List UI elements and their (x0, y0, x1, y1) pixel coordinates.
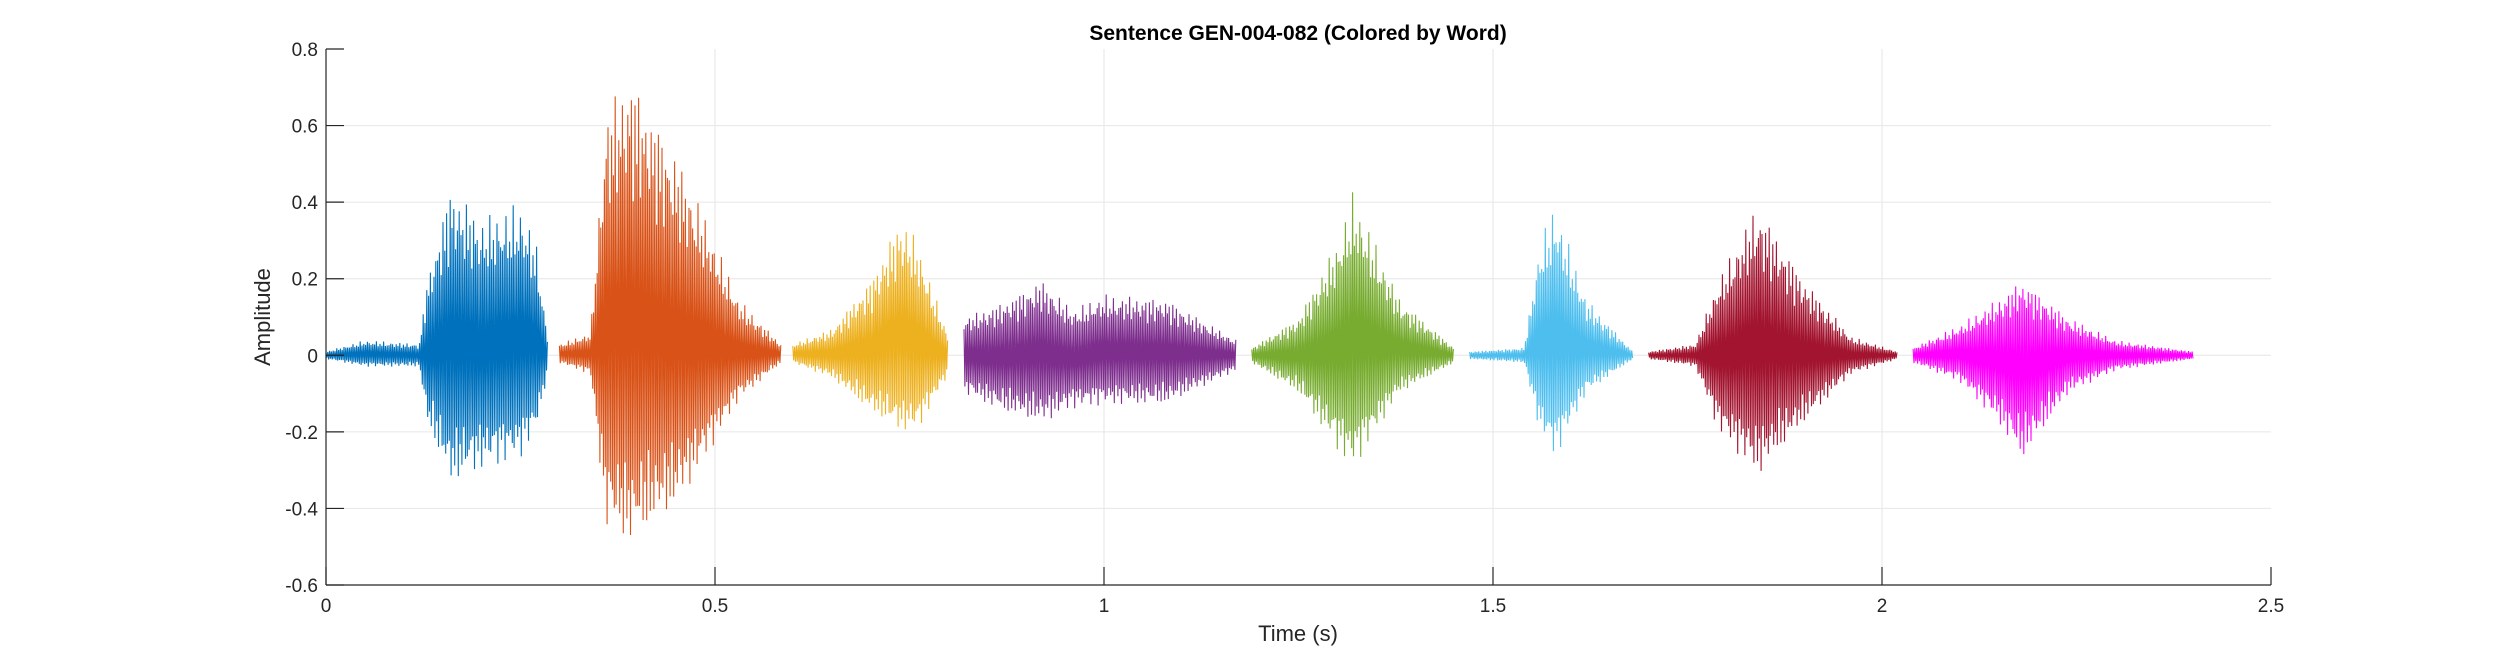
y-tick-label: 0.8 (292, 40, 318, 61)
waveform-segment-6 (1469, 214, 1634, 452)
waveform-segment-5 (1251, 192, 1454, 457)
waveform-segment-4 (963, 283, 1237, 419)
x-tick-label: 2.5 (2258, 596, 2284, 617)
x-tick-label: 1.5 (1480, 596, 1506, 617)
chart-title: Sentence GEN-004-082 (Colored by Word) (1089, 22, 1506, 45)
y-tick-label: -0.2 (285, 423, 318, 444)
y-tick-label: 0.6 (292, 117, 318, 138)
y-tick-label: -0.4 (285, 499, 318, 520)
y-tick-label: -0.6 (285, 576, 318, 597)
axes-layer (325, 48, 2272, 586)
y-tick-label: 0.2 (292, 270, 318, 291)
x-tick-label: 1 (1099, 596, 1110, 617)
y-tick-label: 0.4 (292, 193, 319, 214)
waveform-segment-7 (1648, 215, 1898, 471)
x-tick-label: 0 (321, 596, 332, 617)
x-tick-label: 0.5 (702, 596, 728, 617)
y-tick-label: 0 (307, 346, 318, 367)
waveform-segment-3 (792, 232, 949, 430)
waveform-segment-8 (1912, 286, 2194, 455)
x-axis-title: Time (s) (1258, 621, 1338, 646)
tick-labels: 0 0.5 1 1.5 2 2.5 -0.6 -0.4 -0.2 0 0.2 0.4 0.6 0.8 (285, 40, 2284, 617)
waveform-segment-2 (558, 96, 782, 536)
waveform-layer (325, 96, 2194, 536)
waveform-segment-1 (325, 199, 548, 477)
y-axis-title: Amplitude (250, 268, 275, 366)
x-tick-label: 2 (1877, 596, 1888, 617)
